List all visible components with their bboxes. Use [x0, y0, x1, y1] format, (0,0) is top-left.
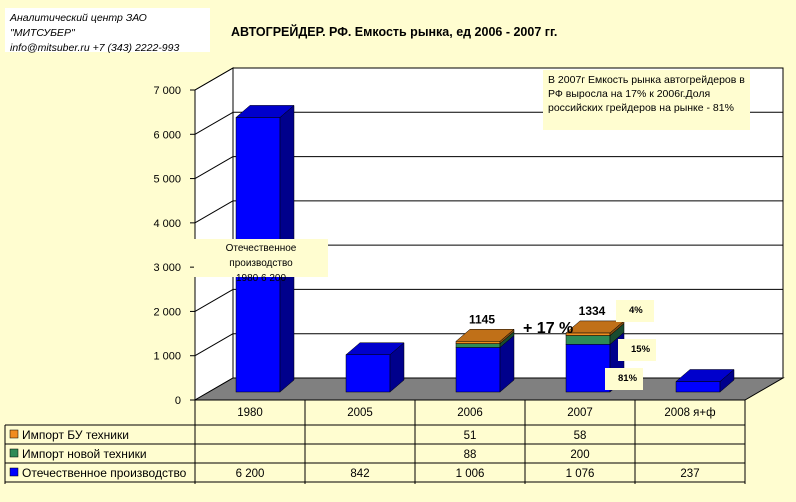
side-wall [194, 67, 234, 401]
legend-entry: Отечественное производство [22, 466, 187, 480]
callout-line-2: 1980 6 200 [235, 273, 287, 284]
domestic-production-callout: Отечественное производство 1980 6 200 [194, 239, 328, 284]
y-tick-label: 7 000 [153, 85, 181, 97]
data-table: 1980 2005 2006 2007 2008 я+ф Импорт БУ техник… [4, 399, 746, 484]
legend-entry: Импорт новой техники [22, 447, 147, 461]
gridline-side [194, 200, 234, 224]
chart-title: АВТОГРЕЙДЕР. РФ. Емкость рынка, ед 2006 … [231, 25, 558, 39]
table-cell-value: 842 [350, 468, 369, 480]
bar-top-2008-я-ф [675, 369, 735, 382]
bar-front [455, 347, 501, 393]
table-cell-value: 237 [680, 468, 699, 480]
table-row-импорт-новой-техники: Импорт новой техники 88 200 [9, 447, 590, 461]
bar-front [455, 343, 501, 348]
annotation-box: В 2007г Емкость рынка автогрейдеров в РФ… [543, 70, 750, 130]
x-tick-label: 2007 [567, 407, 593, 419]
source-line-1: Аналитический центр ЗАО "МИТСУБЕР" [10, 12, 147, 39]
y-axis: 0 1 000 2 000 3 000 4 000 5 000 6 000 7 000 [153, 85, 196, 407]
table-row-импорт-бу-техники: Импорт БУ техники 51 58 [9, 428, 587, 442]
table-cell-value: 51 [464, 430, 477, 442]
gridline-side [194, 67, 234, 91]
table-cell-value: 58 [574, 430, 587, 442]
x-tick-label: 2006 [457, 407, 483, 419]
gridline-side [194, 111, 234, 135]
table-row-отечественное-производство: Отечественное производство 6 200 842 1 006 1… [9, 466, 700, 480]
share-label-box [618, 339, 656, 361]
table-cell-value: 1 006 [456, 468, 485, 480]
growth-label: + 17 % [523, 320, 574, 337]
source-line-2: info@mitsuber.ru +7 (343) 2222-993 [10, 42, 180, 54]
bar-front [675, 381, 721, 393]
total-label-2007: 1334 [579, 304, 606, 318]
gridline-side [194, 156, 234, 180]
source-box: Аналитический центр ЗАО "МИТСУБЕР" info@… [5, 8, 210, 54]
share-label-импорт-новой-техники: 15% [631, 344, 651, 355]
y-tick-label: 4 000 [153, 218, 181, 230]
x-tick-label: 1980 [237, 407, 263, 419]
callout-line-1: Отечественное производство [225, 243, 297, 269]
share-labels: 4% 15% 81% [602, 300, 656, 390]
bar-front [565, 344, 611, 393]
bar-front [345, 354, 391, 393]
bar-2005-отечественное-производство [345, 342, 405, 393]
total-label-2006: 1145 [469, 312, 495, 326]
share-label-отечественное-производство: 81% [618, 373, 638, 384]
y-tick-label: 2 000 [153, 306, 181, 318]
bar-top-2006 [455, 329, 515, 342]
bar-top-1980 [235, 105, 295, 118]
gridline-side [194, 333, 234, 357]
legend-swatch [9, 429, 19, 439]
share-label-box [605, 368, 643, 390]
bar-top-2005 [345, 342, 405, 355]
table-cell-value: 1 076 [566, 468, 595, 480]
bar-2006-отечественное-производство [455, 334, 515, 393]
x-tick-label: 2005 [347, 407, 373, 419]
share-label-box [616, 300, 654, 322]
share-label-импорт-бу-техники: 4% [629, 305, 643, 316]
y-tick-label: 1 000 [153, 351, 181, 363]
y-tick-label: 6 000 [153, 129, 181, 141]
legend-swatch [9, 448, 19, 458]
y-tick-label: 5 000 [153, 174, 181, 186]
legend-swatch [9, 467, 19, 477]
table-cell-value: 88 [464, 449, 477, 461]
bar-front [455, 341, 501, 344]
table-cell-value: 200 [570, 449, 589, 461]
total-labels: 1145 1334 [469, 304, 606, 326]
gridline-side [194, 288, 234, 312]
table-cell-value: 6 200 [236, 468, 265, 480]
y-tick-label: 3 000 [153, 262, 181, 274]
legend-entry: Импорт БУ техники [22, 428, 129, 442]
y-tick-label: 0 [175, 395, 181, 407]
x-tick-label: 2008 я+ф [664, 407, 715, 419]
